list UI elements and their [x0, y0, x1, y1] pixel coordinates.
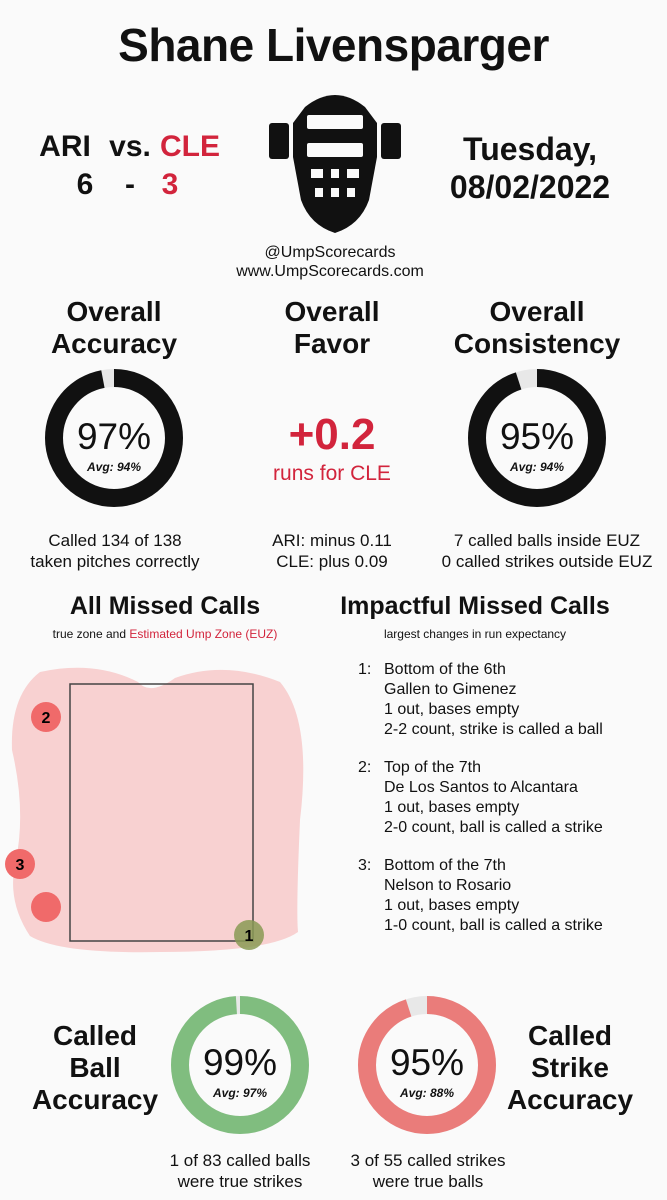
- home-score: 3: [161, 168, 179, 201]
- credits: @UmpScorecards www.UmpScorecards.com: [180, 243, 480, 281]
- umpire-mask-icon: [269, 95, 401, 233]
- accuracy-desc: Called 134 of 138 taken pitches correctl…: [30, 531, 200, 571]
- favor-value: +0.2: [288, 410, 376, 459]
- favor-desc: ARI: minus 0.11 CLE: plus 0.09: [272, 531, 392, 571]
- consistency-avg: Avg: 94%: [509, 460, 565, 474]
- missed-calls-title: All Missed Calls: [69, 592, 261, 620]
- umpire-name: Shane Livensparger: [118, 19, 549, 71]
- missed-pitch-1: 1: [234, 920, 264, 950]
- strike-accuracy-title: Called Strike Accuracy: [506, 1020, 634, 1115]
- svg-text:2: 2: [42, 710, 51, 727]
- ball-accuracy-ring: [171, 996, 309, 1134]
- ball-accuracy-avg: Avg: 97%: [212, 1086, 268, 1100]
- accuracy-value: 97%: [76, 416, 152, 457]
- website: www.UmpScorecards.com: [236, 263, 424, 280]
- strike-accuracy-value: 95%: [389, 1042, 465, 1083]
- consistency-desc: 7 called balls inside EUZ 0 called strik…: [441, 531, 653, 571]
- euz-region: [11, 667, 304, 953]
- strike-accuracy-avg: Avg: 88%: [399, 1086, 455, 1100]
- missed-calls-subtitle: true zone and Estimated Ump Zone (EUZ): [52, 627, 278, 641]
- impactful-title: Impactful Missed Calls: [340, 592, 610, 620]
- consistency-title: Overall Consistency: [453, 296, 621, 359]
- score-dash: -: [125, 168, 135, 201]
- strike-accuracy-ring: [358, 996, 496, 1134]
- strike-zone-plot: 2 3 1: [5, 667, 304, 953]
- missed-pitch-2: 2: [31, 702, 61, 732]
- away-team: ARI: [39, 130, 91, 163]
- svg-text:1: 1: [245, 928, 254, 945]
- strike-accuracy-desc: 3 of 55 called strikes were true balls: [350, 1151, 506, 1191]
- accuracy-ring: [45, 369, 183, 507]
- accuracy-title: Overall Accuracy: [50, 296, 178, 359]
- ball-accuracy-desc: 1 of 83 called balls were true strikes: [169, 1151, 311, 1191]
- true-zone: [69, 683, 254, 942]
- svg-text:3: 3: [16, 857, 25, 874]
- vs-label: vs.: [109, 130, 151, 163]
- game-day: Tuesday,: [463, 131, 597, 167]
- game-date: 08/02/2022: [449, 169, 611, 205]
- ball-accuracy-title: Called Ball Accuracy: [31, 1020, 159, 1115]
- consistency-ring: [468, 369, 606, 507]
- missed-pitch-4: [31, 892, 61, 922]
- accuracy-avg: Avg: 94%: [86, 460, 142, 474]
- favor-title: Overall Favor: [284, 296, 380, 359]
- ball-accuracy-value: 99%: [202, 1042, 278, 1083]
- impactful-subtitle: largest changes in run expectancy: [383, 627, 567, 641]
- twitter-handle: @UmpScorecards: [264, 244, 396, 261]
- away-score: 6: [76, 168, 94, 201]
- consistency-value: 95%: [499, 416, 575, 457]
- favor-sub: runs for CLE: [273, 462, 391, 485]
- home-team: CLE: [160, 130, 220, 163]
- missed-pitch-3: 3: [5, 849, 35, 879]
